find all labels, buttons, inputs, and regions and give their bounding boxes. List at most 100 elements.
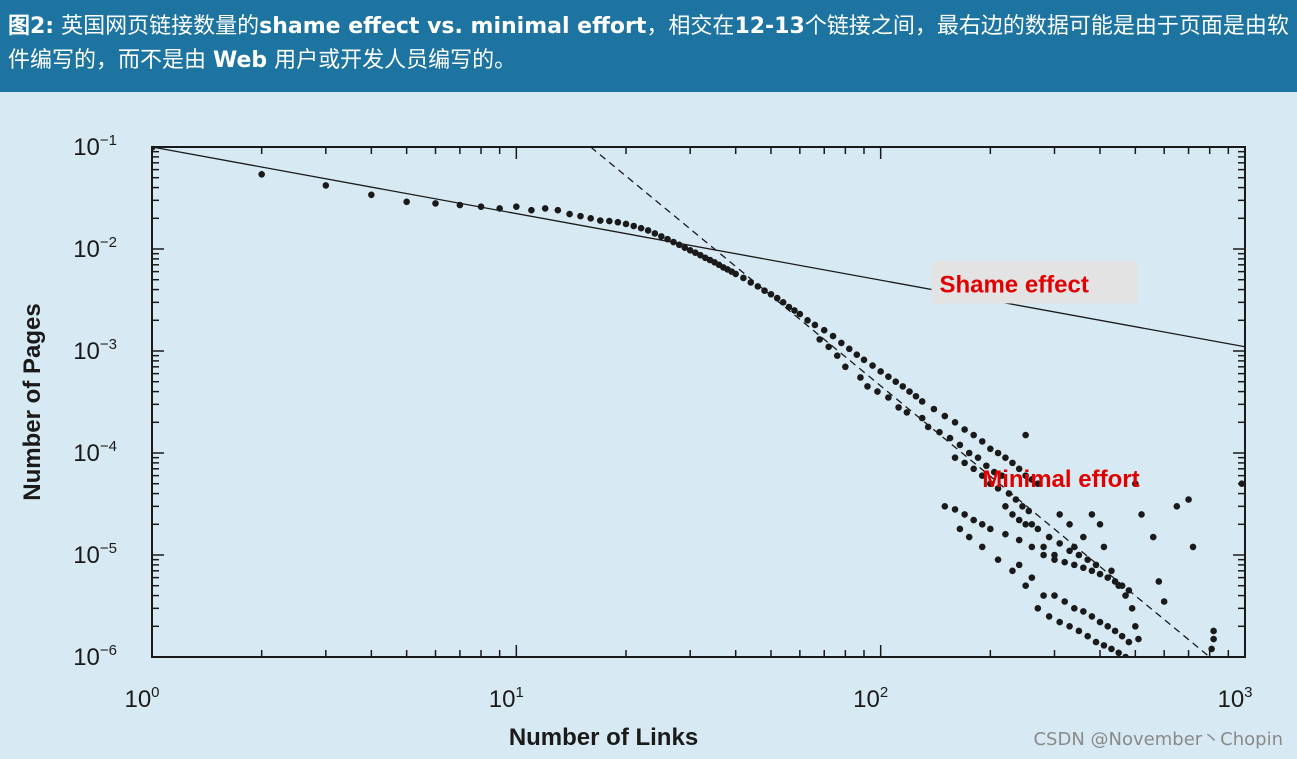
data-point [1040,543,1047,551]
data-point [816,336,823,343]
data-point [1002,454,1009,461]
data-point [1088,511,1096,518]
data-point [697,251,704,259]
data-point [1210,635,1217,643]
data-point [1045,533,1053,541]
minimal-effort-label: Minimal effort [982,466,1139,493]
data-point [761,287,768,295]
data-point [965,533,973,541]
data-point [1160,598,1168,605]
data-point [528,206,535,214]
data-point [1051,551,1058,559]
shame-effect-label: Shame effect [939,271,1088,298]
data-point [978,543,986,551]
data-point [1088,567,1096,575]
data-point [637,224,645,232]
x-tick-label: 100 [124,684,159,713]
data-point [747,279,755,286]
data-point [1025,507,1033,515]
data-point [885,373,892,380]
loglog-scatter-chart: 100 101 102 103 10−1 10−2 10−3 10−4 10−5 10−6 Numb… [19,132,1253,751]
data-point [899,383,907,390]
data-point [1051,556,1058,563]
data-point [970,516,977,524]
data-point [322,182,330,189]
data-point [951,454,959,461]
data-point [930,405,938,413]
watermark: CSDN @November丶Chopin [1033,729,1283,750]
data-point [885,394,892,401]
data-point [1092,638,1100,646]
data-point [644,227,652,234]
x-tick-label: 103 [1217,684,1252,713]
data-point [1028,543,1036,551]
data-point [541,205,549,212]
data-point [1149,533,1157,541]
fit-lines [152,147,1245,657]
data-point [1189,543,1197,551]
data-point [614,218,622,226]
data-point [1104,622,1112,630]
data-point [664,235,671,243]
caption-text-2: ，相交在 [646,14,735,39]
figure-caption: 图2: 英国网页链接数量的shame effect vs. minimal ef… [0,0,1297,92]
data-point [1100,642,1108,649]
data-point [1002,530,1009,538]
data-point [956,441,964,449]
data-point [152,147,156,151]
caption-text-4: 用户或开发人员编写的。 [267,48,517,73]
caption-bold-2: 12-13 [734,14,805,39]
data-point [1210,627,1217,635]
data-point [838,339,845,347]
data-point [961,511,968,518]
data-point [845,345,853,353]
data-point [1071,543,1078,551]
data-point [1061,598,1069,605]
y-tick-label: 10−2 [73,234,117,263]
data-point [961,426,968,433]
data-point [1015,465,1023,473]
data-point [1015,561,1023,569]
data-point [1185,496,1192,503]
y-tick-label: 10−6 [73,642,117,671]
data-point [860,356,868,364]
data-point [946,434,954,442]
data-point [941,503,949,510]
data-point [924,423,932,431]
data-point [936,428,943,436]
data-point [1071,561,1078,569]
data-point [1056,618,1063,626]
data-point [978,472,986,479]
plot-frame [151,146,1246,658]
data-point [779,299,787,306]
data-point [978,438,986,445]
data-point [477,203,485,210]
data-point [1022,431,1029,439]
data-point [1071,605,1078,612]
data-point [622,220,630,228]
y-tick-label: 10−5 [73,540,117,569]
data-point [895,404,902,411]
data-point [811,321,819,329]
data-point [1108,567,1115,575]
x-tick-label: 102 [853,684,888,713]
data-point [1125,587,1133,594]
data-point [970,431,977,439]
data-point [1111,627,1119,635]
data-point [1034,525,1042,533]
y-axis-label: Number of Pages [19,303,46,500]
data-point [796,310,804,318]
data-point [951,418,959,426]
caption-bold-3: Web [213,48,268,73]
data-point [820,326,828,334]
data-point [1002,503,1009,510]
data-point [1122,592,1129,599]
data-point [258,170,265,178]
data-point [767,290,775,298]
caption-text-3: 个链接之间，最右边的数据可能是由于页面是由软件编写的，而不是由 [8,14,1289,73]
data-point [554,206,562,214]
data-point [1009,567,1016,575]
data-point [1034,605,1042,612]
shame-effect-label-box [931,261,1138,304]
data-point [864,383,871,390]
